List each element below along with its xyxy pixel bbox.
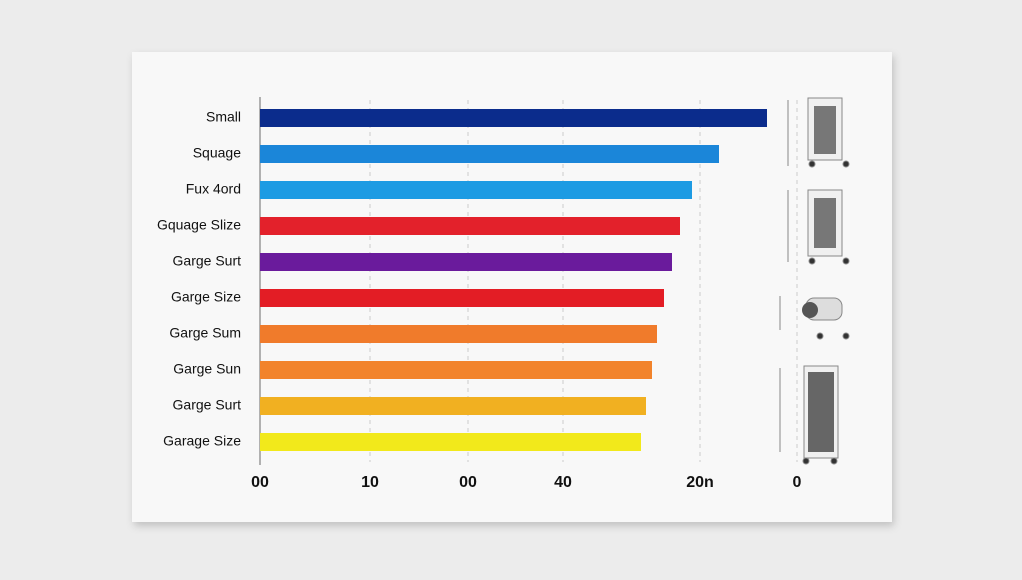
y-tick-label: Gquage Slize (157, 217, 241, 233)
bar (260, 325, 657, 343)
x-tick-label: 20n (686, 474, 714, 491)
bar (260, 289, 664, 307)
bar (260, 397, 646, 415)
y-tick-label: Garge Size (171, 289, 241, 305)
y-tick-label: Garge Sum (169, 325, 241, 341)
y-tick-label: Fux 4ord (186, 181, 241, 197)
y-tick-label: Garage Size (163, 433, 241, 449)
bar (260, 217, 680, 235)
y-tick-label: Small (206, 109, 241, 125)
y-tick-label: Garge Surt (173, 397, 242, 413)
bar (260, 433, 641, 451)
x-tick-label: 40 (554, 474, 572, 491)
y-tick-label: Squage (193, 145, 241, 161)
x-tick-label: 0 (793, 474, 802, 491)
x-tick-label: 00 (459, 474, 477, 491)
bar (260, 361, 652, 379)
x-tick-label: 10 (361, 474, 379, 491)
bar (260, 253, 672, 271)
bar (260, 145, 719, 163)
icons (779, 97, 850, 465)
bar (260, 181, 692, 199)
bar (260, 109, 767, 127)
x-tick-label: 00 (251, 474, 269, 491)
y-tick-label: Garge Sun (173, 361, 241, 377)
y-tick-label: Garge Surt (173, 253, 242, 269)
